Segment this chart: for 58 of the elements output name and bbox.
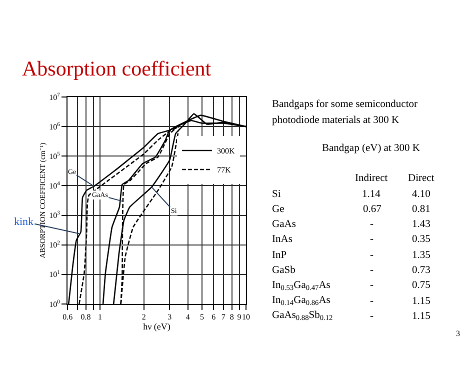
text: - <box>370 280 374 291</box>
y-tick-label: 10$^{6}$ <box>49 122 60 132</box>
text: Bandgap (eV) at 300 K <box>322 143 420 154</box>
text: 1.43 <box>412 219 430 230</box>
text: 1.15 <box>412 311 430 322</box>
text: InAs <box>272 234 292 245</box>
text: Bandgaps for some semiconductor <box>272 99 418 110</box>
text: 0.67 <box>363 204 382 215</box>
text: 0.75 <box>412 280 430 291</box>
legend-label: 300K <box>217 146 236 156</box>
x-tick-label: 5 <box>200 312 204 322</box>
text: 0.73 <box>412 265 430 276</box>
text: 0.35 <box>412 234 430 245</box>
text: Indirect <box>355 173 388 184</box>
legend-label: 77K <box>217 166 232 175</box>
x-tick-label: 7 <box>221 312 226 322</box>
text: - <box>370 296 374 307</box>
x-tick-label: 0.6 <box>62 312 73 322</box>
x-tick-label: 10 <box>242 312 250 322</box>
x-tick-label: 9 <box>237 312 242 322</box>
text: photodiode materials at 300 K <box>272 115 400 126</box>
x-tick-label: 2 <box>142 312 146 322</box>
text: - <box>370 234 374 245</box>
chart-title: Absorption coefficient <box>22 56 212 80</box>
text: - <box>370 311 374 322</box>
x-tick-label: 1 <box>98 312 102 322</box>
x-tick-label: 3 <box>168 312 172 322</box>
text: - <box>370 250 374 261</box>
y-tick-label: 10$^{4}$ <box>49 181 60 191</box>
text: Si <box>272 189 281 200</box>
text: - <box>370 219 374 230</box>
text: InP <box>272 250 287 261</box>
y-tick-label: 10$^{2}$ <box>49 240 60 250</box>
text: 1.15 <box>412 296 430 307</box>
x-axis-title: hν (eV) <box>143 322 170 332</box>
text: 1.35 <box>412 250 430 261</box>
text: GaAs <box>272 219 296 230</box>
x-tick-label: 6 <box>212 312 216 322</box>
text: 4.10 <box>412 189 430 200</box>
y-tick-label: 10$^{3}$ <box>49 210 60 220</box>
y-tick-label: 10$^{0}$ <box>49 299 60 309</box>
text: 0.81 <box>412 204 430 215</box>
x-tick-label: 8 <box>230 312 234 322</box>
y-tick-label: 10$^{1}$ <box>49 270 60 280</box>
text: 3 <box>456 329 460 338</box>
text: In$_{0.53}$Ga$_{0.47}$As <box>272 280 330 292</box>
x-tick-label: 4 <box>186 312 190 322</box>
y-tick-label: 10$^{7}$ <box>49 92 60 102</box>
text: GaAs$_{0.88}$Sb$_{0.12}$ <box>272 310 334 322</box>
text: GaSb <box>272 265 296 276</box>
y-tick-label: 10$^{5}$ <box>49 152 60 161</box>
text: Direct <box>408 173 434 184</box>
text: In$_{0.14}$Ga$_{0.86}$As <box>272 295 330 308</box>
text: - <box>370 265 374 276</box>
annotation: kink <box>14 216 34 228</box>
x-tick-label: 0.8 <box>80 312 91 322</box>
text: 1.14 <box>362 189 382 200</box>
text: Ge <box>272 204 285 215</box>
